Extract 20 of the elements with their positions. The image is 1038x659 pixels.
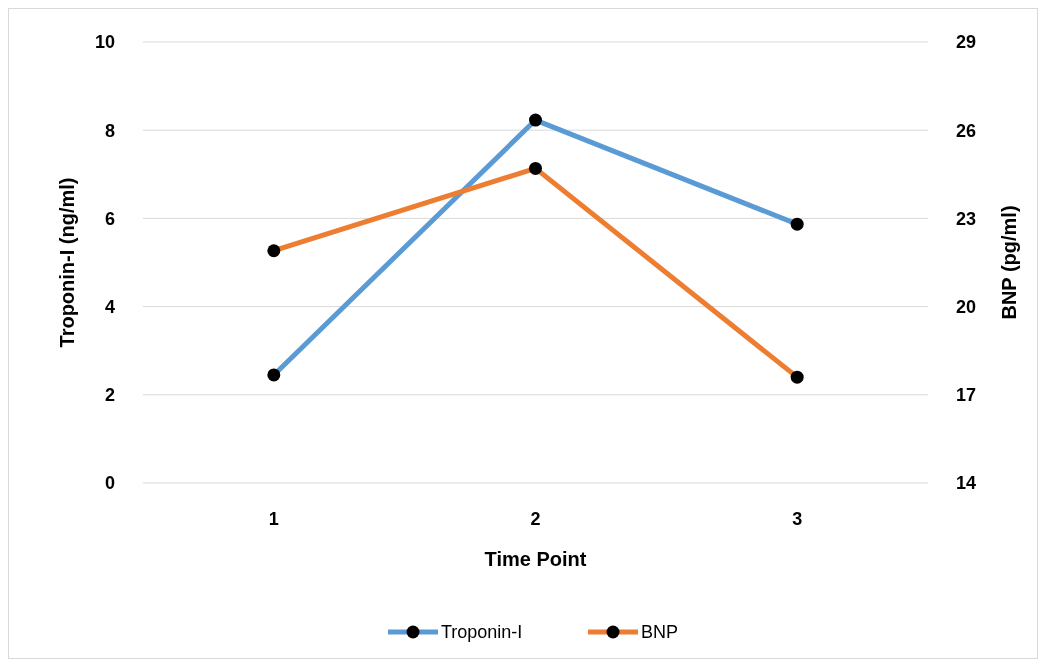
y-axis-title: Troponin-I (ng/ml) <box>56 177 78 348</box>
x-tick-label: 3 <box>792 509 803 529</box>
y2-tick-label: 17 <box>956 385 977 406</box>
y-tick-label: 10 <box>94 32 115 53</box>
y2-axis-title: BNP (pg/ml) <box>998 205 1020 320</box>
y-tick-label: 4 <box>104 296 115 317</box>
y-tick-label: 6 <box>104 208 115 229</box>
x-tick-label: 2 <box>530 509 541 529</box>
y2-tick-label: 26 <box>956 120 977 141</box>
y2-tick-label: 20 <box>956 296 977 317</box>
y-tick-label: 2 <box>104 385 115 406</box>
x-tick-label: 1 <box>268 509 279 529</box>
y2-tick-label: 23 <box>956 208 977 229</box>
y2-tick-label: 14 <box>956 473 977 494</box>
legend-label: BNP <box>641 622 679 643</box>
y-tick-label: 0 <box>104 473 115 494</box>
x-axis-title: Time Point <box>484 548 587 570</box>
legend-label: Troponin-I <box>441 622 523 643</box>
y-tick-label: 8 <box>104 120 115 141</box>
y2-tick-label: 29 <box>956 32 977 53</box>
